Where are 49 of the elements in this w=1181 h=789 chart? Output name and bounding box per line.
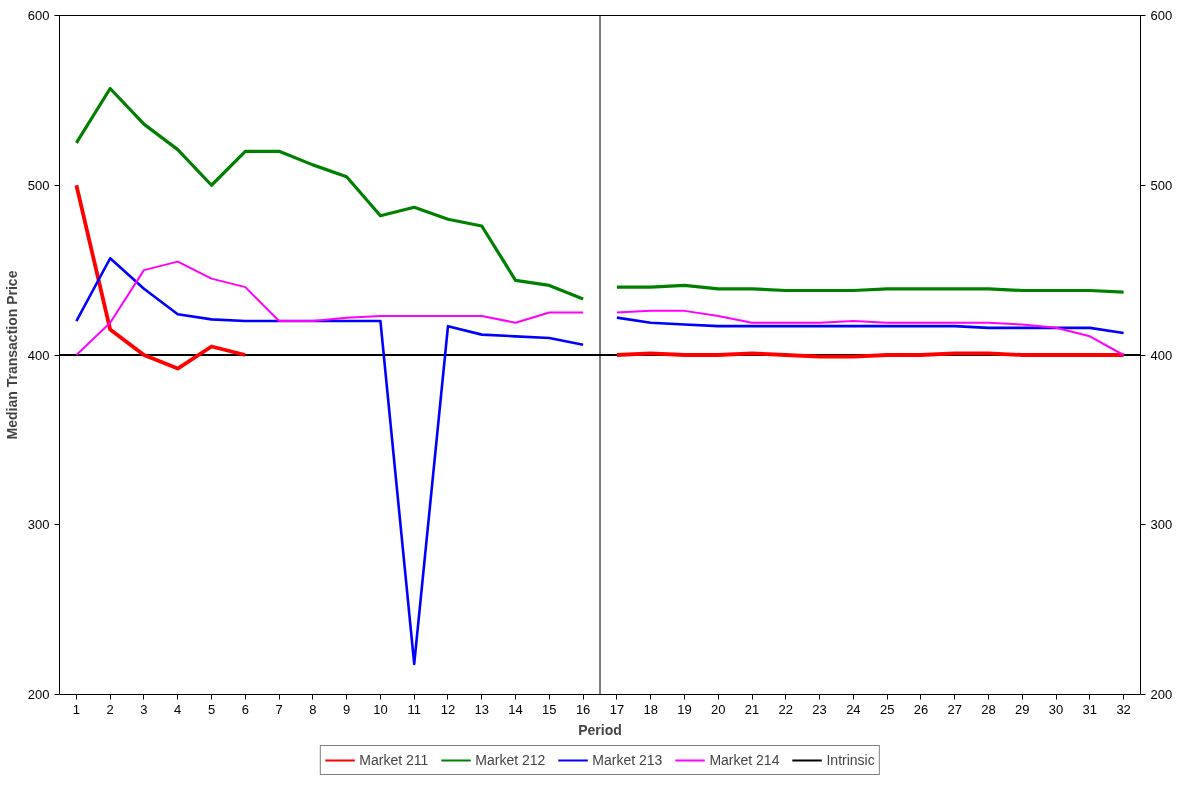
legend-label: Market 214: [709, 752, 780, 768]
x-tick-label: 15: [542, 701, 557, 717]
x-tick-label: 8: [309, 701, 317, 717]
x-tick-label: 12: [440, 701, 456, 717]
x-tick-label: 4: [174, 701, 182, 717]
x-tick-label: 1: [72, 701, 81, 717]
legend-label: Market 213: [592, 752, 663, 768]
x-tick-label: 30: [1048, 701, 1064, 717]
y2-tick-label: 500: [1150, 177, 1173, 193]
y-tick-label: 300: [27, 517, 50, 533]
x-tick-label: 28: [981, 701, 996, 717]
x-tick-label: 26: [913, 701, 929, 717]
x-tick-label: 18: [643, 701, 658, 717]
x-tick-label: 17: [609, 701, 625, 717]
x-tick-label: 6: [241, 701, 249, 717]
y-tick-label: 600: [27, 8, 50, 23]
y-tick-label: 500: [27, 177, 50, 193]
x-tick-label: 2: [106, 701, 114, 717]
x-tick-label: 32: [1116, 701, 1131, 717]
x-tick-label: 31: [1082, 701, 1098, 717]
x-tick-label: 5: [207, 701, 216, 717]
x-tick-label: 7: [275, 701, 283, 717]
x-tick-label: 13: [474, 701, 489, 717]
y2-tick-label: 600: [1150, 8, 1173, 23]
legend-label: Market 211: [359, 752, 429, 768]
x-tick-label: 27: [947, 701, 962, 717]
x-tick-label: 14: [508, 701, 523, 717]
y-tick-label: 400: [27, 347, 50, 363]
x-tick-label: 11: [407, 701, 421, 717]
y-axis-title: Median Transaction Price: [3, 270, 20, 440]
legend-label: Intrinsic: [826, 752, 875, 768]
x-tick-label: 23: [812, 701, 827, 717]
x-axis-title: Period: [578, 721, 622, 738]
x-tick-label: 25: [879, 701, 895, 717]
y-tick-label: 200: [27, 687, 50, 702]
x-tick-label: 24: [846, 701, 861, 717]
y2-tick-label: 400: [1150, 347, 1173, 363]
x-tick-label: 22: [778, 701, 794, 717]
legend-label: Market 212: [475, 752, 546, 768]
x-tick-label: 19: [677, 701, 692, 717]
x-tick-label: 10: [373, 701, 388, 717]
y2-tick-label: 200: [1150, 687, 1173, 702]
x-tick-label: 20: [711, 701, 726, 717]
x-tick-label: 16: [575, 701, 591, 717]
x-tick-label: 21: [744, 701, 760, 717]
y2-tick-label: 300: [1150, 517, 1173, 533]
x-tick-label: 3: [140, 701, 148, 717]
x-tick-label: 9: [343, 701, 351, 717]
x-tick-label: 29: [1015, 701, 1030, 717]
